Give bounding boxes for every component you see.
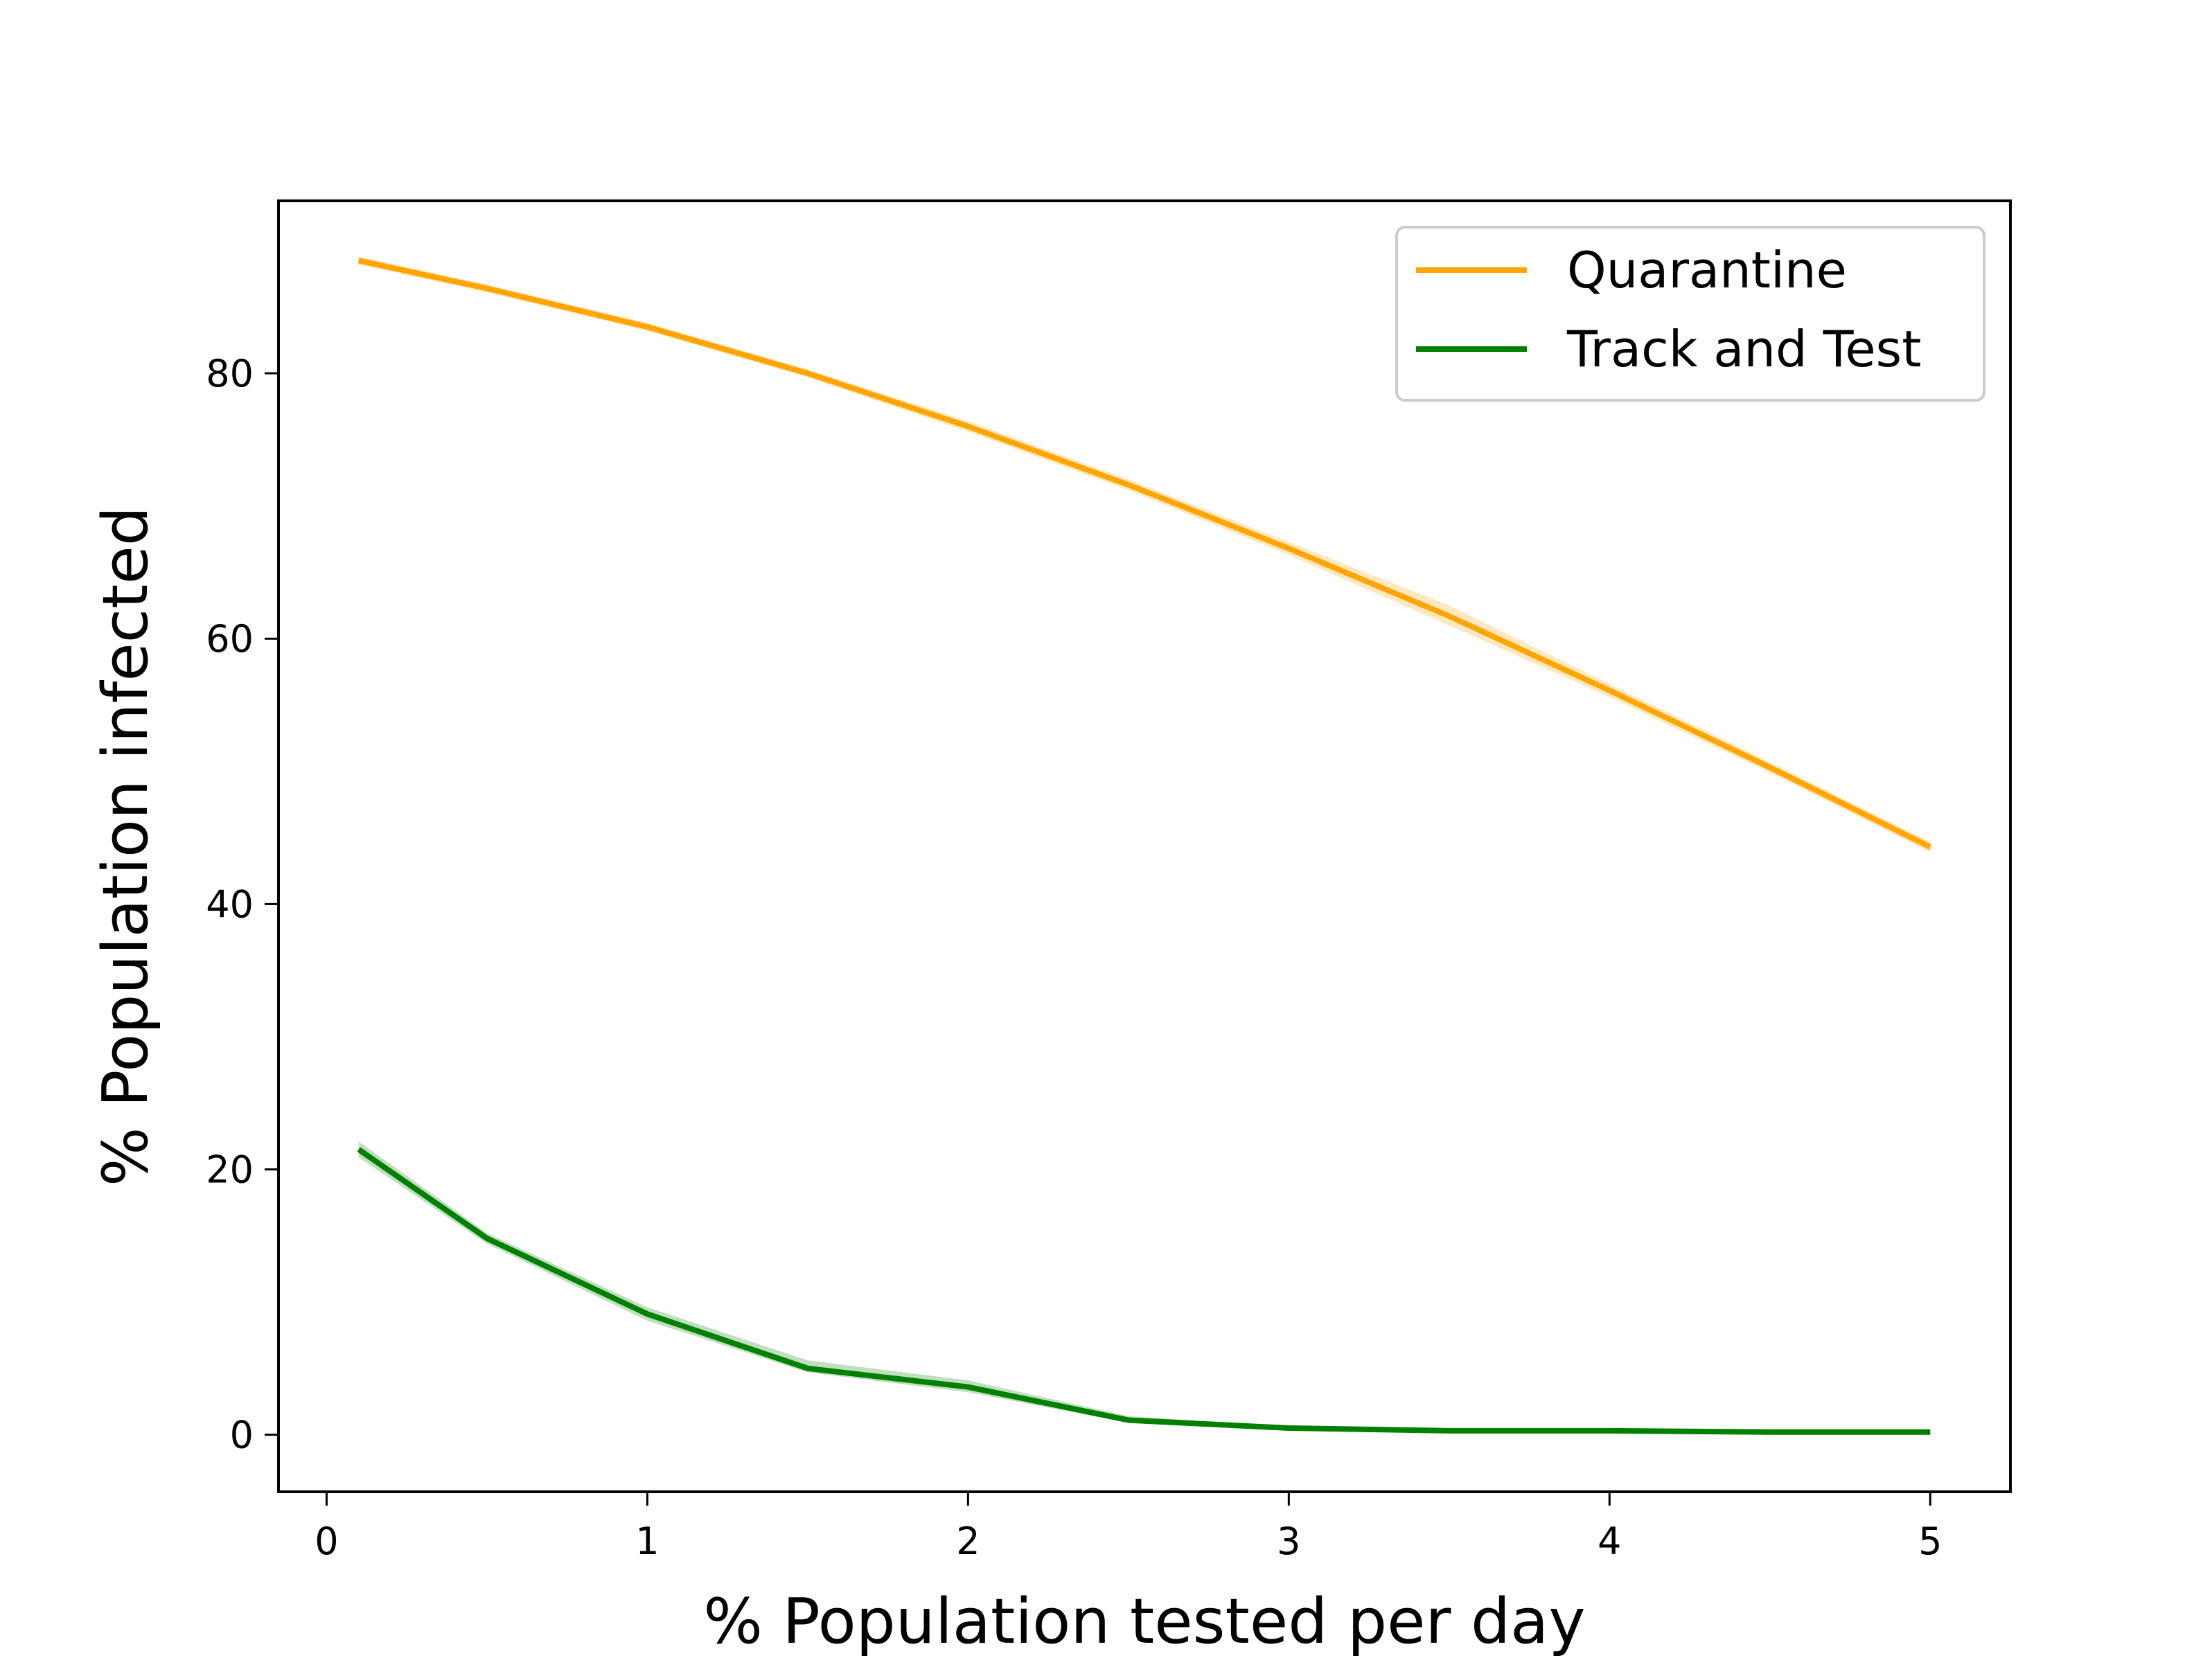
y-axis-label: % Population infected: [89, 506, 162, 1186]
legend-label-quarantine: Quarantine: [1567, 241, 1847, 299]
series-line-track-and-test: [357, 1147, 1931, 1435]
x-tick-label: 5: [1918, 1519, 1942, 1563]
legend: Quarantine Track and Test: [1395, 226, 1985, 402]
series-line-quarantine: [357, 258, 1932, 850]
plot-frame: [277, 199, 2012, 1493]
x-tick-label: 0: [315, 1519, 338, 1563]
x-axis-label: % Population tested per day: [703, 1585, 1585, 1658]
y-tick-label: 20: [206, 1148, 254, 1191]
y-tick-label: 60: [206, 617, 254, 661]
y-tick-label: 0: [230, 1414, 254, 1457]
y-tick-label: 80: [206, 352, 254, 395]
x-tick-label: 1: [635, 1519, 659, 1563]
legend-box: [1395, 226, 1985, 402]
y-axis-ticks: 0 20 40 60 80: [206, 352, 278, 1457]
x-tick-label: 2: [956, 1519, 980, 1563]
x-tick-label: 4: [1598, 1519, 1621, 1563]
legend-label-track-and-test: Track and Test: [1566, 320, 1921, 378]
x-tick-label: 3: [1277, 1519, 1300, 1563]
y-tick-label: 40: [206, 882, 254, 926]
series-lines: [357, 258, 1932, 1435]
x-axis-ticks: 0 1 2 3 4 5: [315, 1492, 1942, 1563]
